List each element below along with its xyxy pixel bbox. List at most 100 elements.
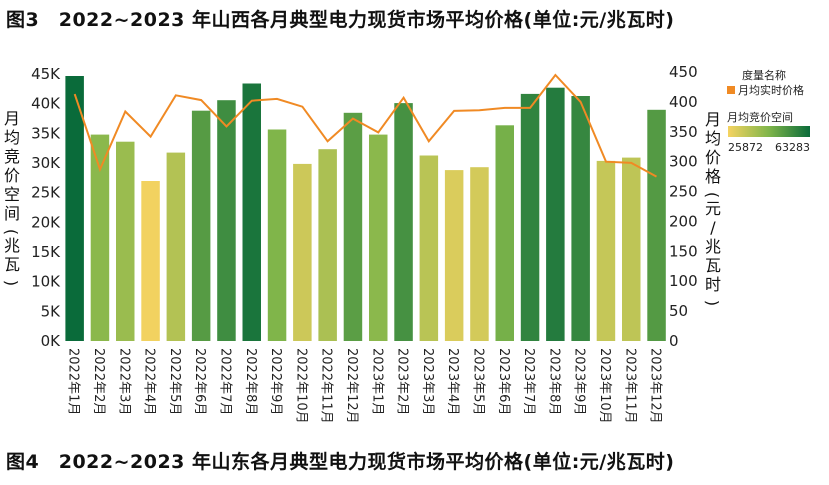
x-tick: 2022年4月 [142, 348, 157, 415]
left-title-char: 月 [4, 109, 20, 128]
x-tick: 2023年11月 [622, 348, 637, 424]
right-title-char: 时 [705, 275, 721, 294]
x-tick: 2022年12月 [344, 348, 359, 424]
bar-4 [141, 181, 160, 341]
bar-24 [647, 109, 666, 341]
legend-line-swatch [727, 86, 735, 94]
left-title-char: ) [2, 280, 21, 286]
bar-1 [65, 76, 84, 341]
right-title-char: 兆 [705, 237, 721, 256]
left-tick: 45K [31, 65, 61, 83]
x-tick: 2022年9月 [268, 348, 283, 415]
bar-16 [444, 170, 464, 341]
bar-17 [470, 167, 489, 341]
bar-9 [267, 129, 287, 341]
bar-18 [495, 125, 514, 341]
x-tick: 2022年3月 [116, 348, 131, 415]
x-tick: 2022年7月 [218, 348, 233, 415]
bar-20 [546, 87, 565, 341]
right-title-char: 月 [705, 110, 721, 129]
left-title-char: 间 [4, 204, 20, 223]
bar-7 [217, 100, 236, 341]
x-tick: 2022年2月 [91, 348, 106, 415]
right-title-char: 价 [705, 148, 721, 167]
x-tick: 2023年5月 [470, 348, 485, 415]
x-tick: 2023年1月 [369, 348, 384, 415]
right-title-char: 元 [705, 199, 721, 218]
right-tick: 400 [669, 93, 698, 111]
x-tick: 2022年10月 [293, 348, 308, 424]
bar-8 [242, 83, 261, 341]
left-axis: 0K 5K 10K 15K 20K 25K 30K 35K 40K 45K [31, 65, 61, 350]
left-title-char: ( [2, 229, 21, 235]
x-tick: 2022年5月 [167, 348, 182, 415]
right-tick: 150 [669, 242, 698, 260]
x-tick: 2023年12月 [648, 348, 663, 424]
left-tick: 30K [31, 154, 61, 172]
figure-title-top: 图3 2022~2023 年山西各月典型电力现货市场平均价格(单位:元/兆瓦时) [6, 9, 675, 31]
bar-3 [116, 141, 135, 341]
x-tick: 2023年10月 [597, 348, 612, 424]
left-tick: 10K [31, 273, 61, 291]
left-title-char: 兆 [4, 236, 20, 255]
right-tick: 450 [669, 63, 698, 81]
left-tick: 0K [41, 332, 62, 350]
left-title-char: 价 [4, 166, 20, 185]
left-tick: 25K [31, 184, 61, 202]
left-axis-title: 月均竞价空间 (兆瓦) [2, 109, 21, 286]
right-tick: 50 [669, 302, 688, 320]
x-tick: 2023年9月 [572, 348, 587, 415]
bar-23 [622, 157, 641, 341]
bar-15 [419, 155, 439, 341]
x-tick: 2022年11月 [319, 348, 334, 424]
left-title-char: 均 [4, 128, 20, 147]
right-tick: 0 [669, 332, 679, 350]
x-tick: 2023年2月 [395, 348, 410, 415]
left-tick: 20K [31, 213, 61, 231]
x-tick: 2022年8月 [243, 348, 258, 415]
x-tick: 2023年8月 [546, 348, 561, 415]
right-tick: 350 [669, 123, 698, 141]
bar-5 [166, 152, 186, 341]
right-title-char: 格 [705, 167, 721, 186]
bar-13 [369, 134, 388, 341]
legend-line-label: 月均实时价格 [738, 83, 804, 97]
x-tick: 2023年4月 [445, 348, 460, 415]
bar-series [65, 76, 666, 342]
bar-14 [394, 103, 413, 341]
legend-title: 度量名称 [742, 68, 786, 82]
x-tick: 2023年3月 [420, 348, 435, 415]
legend-color-ramp [728, 126, 810, 137]
x-tick: 2022年6月 [192, 348, 207, 415]
right-tick: 250 [669, 183, 698, 201]
bar-12 [343, 112, 363, 341]
x-tick: 2023年6月 [496, 348, 511, 415]
left-tick: 40K [31, 95, 61, 113]
right-tick: 200 [669, 212, 698, 230]
bar-19 [520, 93, 540, 342]
legend-bar-label: 月均竞价空间 [727, 110, 793, 124]
x-axis: 2022年1月 2022年2月 2022年3月 2022年4月 2022年5月 2022年… [66, 348, 663, 424]
bar-10 [293, 163, 312, 341]
left-tick: 15K [31, 243, 61, 261]
right-tick: 300 [669, 153, 698, 171]
figure-title-bottom: 图4 2022~2023 年山东各月典型电力现货市场平均价格(单位:元/兆瓦时) [6, 451, 675, 473]
right-title-char: ( [703, 192, 722, 198]
legend-max: 63283 [775, 141, 810, 154]
left-title-char: 瓦 [4, 255, 20, 274]
left-title-char: 竞 [4, 147, 20, 166]
right-title-char: 均 [705, 129, 721, 148]
bar-11 [318, 149, 337, 341]
bar-6 [191, 110, 211, 341]
legend-min: 25872 [728, 141, 763, 154]
x-tick: 2022年1月 [66, 348, 81, 415]
left-tick: 35K [31, 124, 61, 142]
x-tick: 2023年7月 [521, 348, 536, 415]
bar-2 [90, 134, 110, 341]
right-tick: 100 [669, 272, 698, 290]
bar-22 [596, 160, 616, 341]
right-title-char: / [710, 218, 716, 237]
right-axis: 0 50 100 150 200 250 300 350 400 450 [669, 63, 698, 350]
